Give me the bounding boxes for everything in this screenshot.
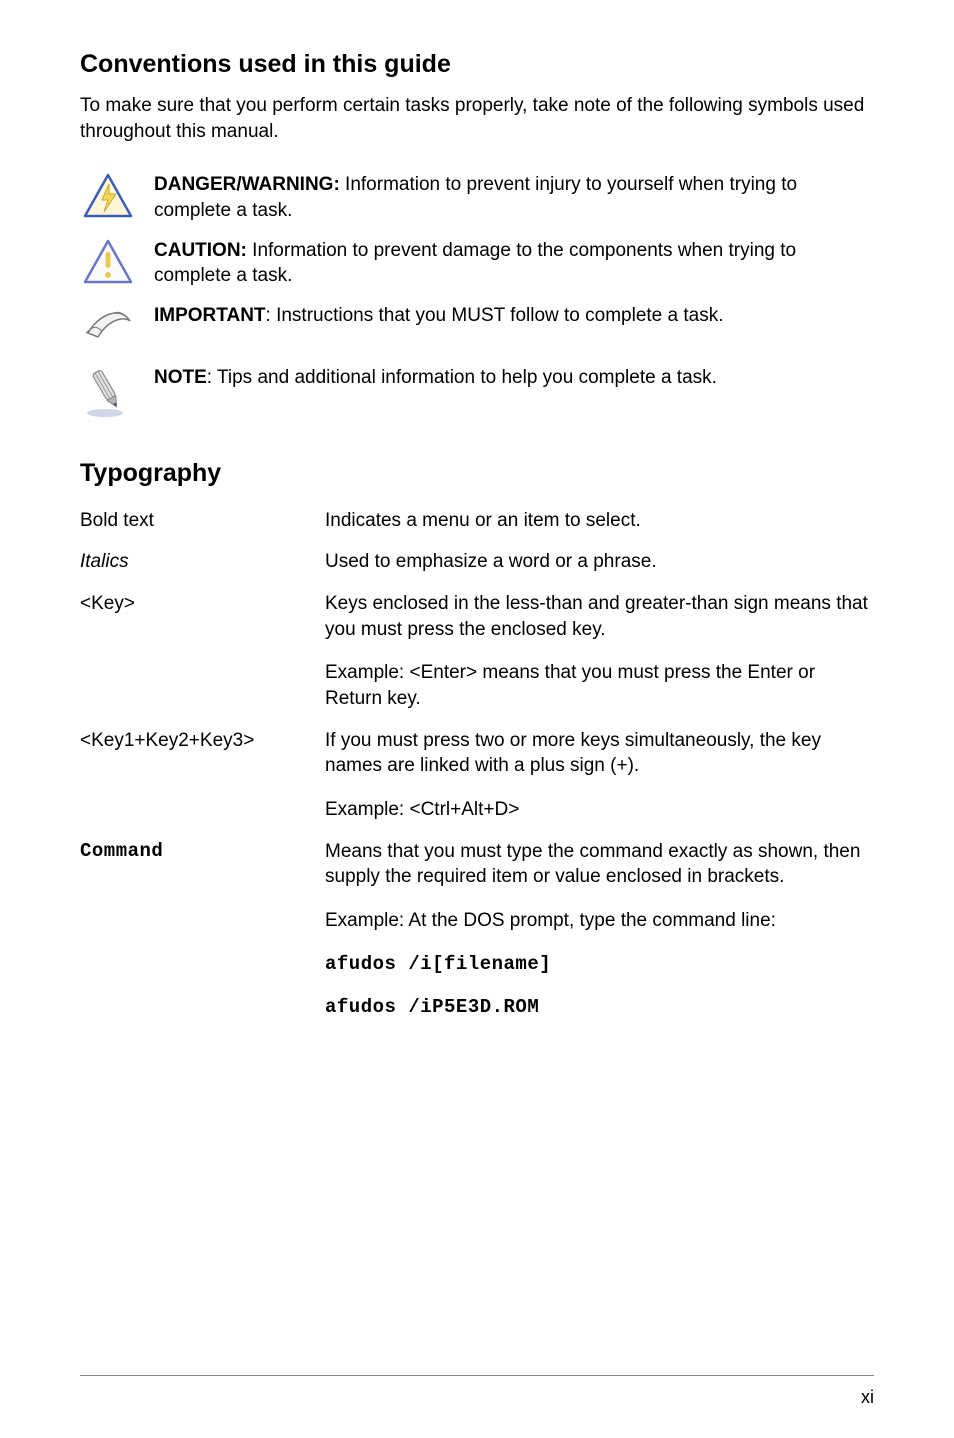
footer-rule	[80, 1375, 874, 1376]
note-note-body: : Tips and additional information to hel…	[207, 367, 717, 388]
typo-term-command: Command	[80, 839, 325, 1021]
note-note-label: NOTE	[154, 367, 207, 388]
typo-row-key: <Key> Keys enclosed in the less-than and…	[80, 591, 874, 712]
typo-def-key-p2: Example: <Enter> means that you must pre…	[325, 660, 874, 711]
danger-icon	[80, 172, 136, 220]
note-note-row: NOTE: Tips and additional information to…	[80, 365, 874, 419]
typo-row-command: Command Means that you must type the com…	[80, 839, 874, 1021]
important-icon	[80, 303, 136, 351]
typo-row-keycombo: <Key1+Key2+Key3> If you must press two o…	[80, 728, 874, 823]
typo-def-command-code2: afudos /iP5E3D.ROM	[325, 995, 874, 1021]
typo-row-bold: Bold text Indicates a menu or an item to…	[80, 508, 874, 534]
note-caution-row: CAUTION: Information to prevent damage t…	[80, 238, 874, 289]
typo-def-keycombo-p1: If you must press two or more keys simul…	[325, 728, 874, 779]
note-important-text: IMPORTANT: Instructions that you MUST fo…	[154, 303, 874, 329]
typo-def-italics: Used to emphasize a word or a phrase.	[325, 549, 874, 575]
caution-icon	[80, 238, 136, 286]
typography-heading: Typography	[80, 459, 874, 488]
typo-term-italics: Italics	[80, 549, 325, 575]
note-caution-text: CAUTION: Information to prevent damage t…	[154, 238, 874, 289]
note-note-text: NOTE: Tips and additional information to…	[154, 365, 874, 391]
note-danger-text: DANGER/WARNING: Information to prevent i…	[154, 172, 874, 223]
page-number: xi	[861, 1387, 874, 1408]
intro-paragraph: To make sure that you perform certain ta…	[80, 93, 874, 144]
typo-def-key-p1: Keys enclosed in the less-than and great…	[325, 591, 874, 642]
typo-term-bold: Bold text	[80, 508, 325, 534]
note-important-label: IMPORTANT	[154, 305, 266, 326]
typo-def-bold-p1: Indicates a menu or an item to select.	[325, 508, 874, 534]
typo-def-command: Means that you must type the command exa…	[325, 839, 874, 1021]
note-caution-body: Information to prevent damage to the com…	[154, 240, 796, 287]
conventions-heading: Conventions used in this guide	[80, 50, 874, 79]
note-important-row: IMPORTANT: Instructions that you MUST fo…	[80, 303, 874, 351]
typo-def-italics-p1: Used to emphasize a word or a phrase.	[325, 549, 874, 575]
typo-def-bold: Indicates a menu or an item to select.	[325, 508, 874, 534]
note-icon	[80, 365, 136, 419]
typo-row-italics: Italics Used to emphasize a word or a ph…	[80, 549, 874, 575]
note-danger-label: DANGER/WARNING:	[154, 174, 340, 195]
typo-term-key: <Key>	[80, 591, 325, 712]
typo-term-keycombo: <Key1+Key2+Key3>	[80, 728, 325, 823]
typo-def-key: Keys enclosed in the less-than and great…	[325, 591, 874, 712]
typo-def-command-p2: Example: At the DOS prompt, type the com…	[325, 908, 874, 934]
typo-def-command-p1: Means that you must type the command exa…	[325, 839, 874, 890]
note-danger-row: DANGER/WARNING: Information to prevent i…	[80, 172, 874, 223]
note-important-body: : Instructions that you MUST follow to c…	[266, 305, 724, 326]
typo-def-keycombo: If you must press two or more keys simul…	[325, 728, 874, 823]
typo-def-command-code1: afudos /i[filename]	[325, 952, 874, 978]
note-caution-label: CAUTION:	[154, 240, 247, 261]
typo-def-keycombo-p2: Example: <Ctrl+Alt+D>	[325, 797, 874, 823]
